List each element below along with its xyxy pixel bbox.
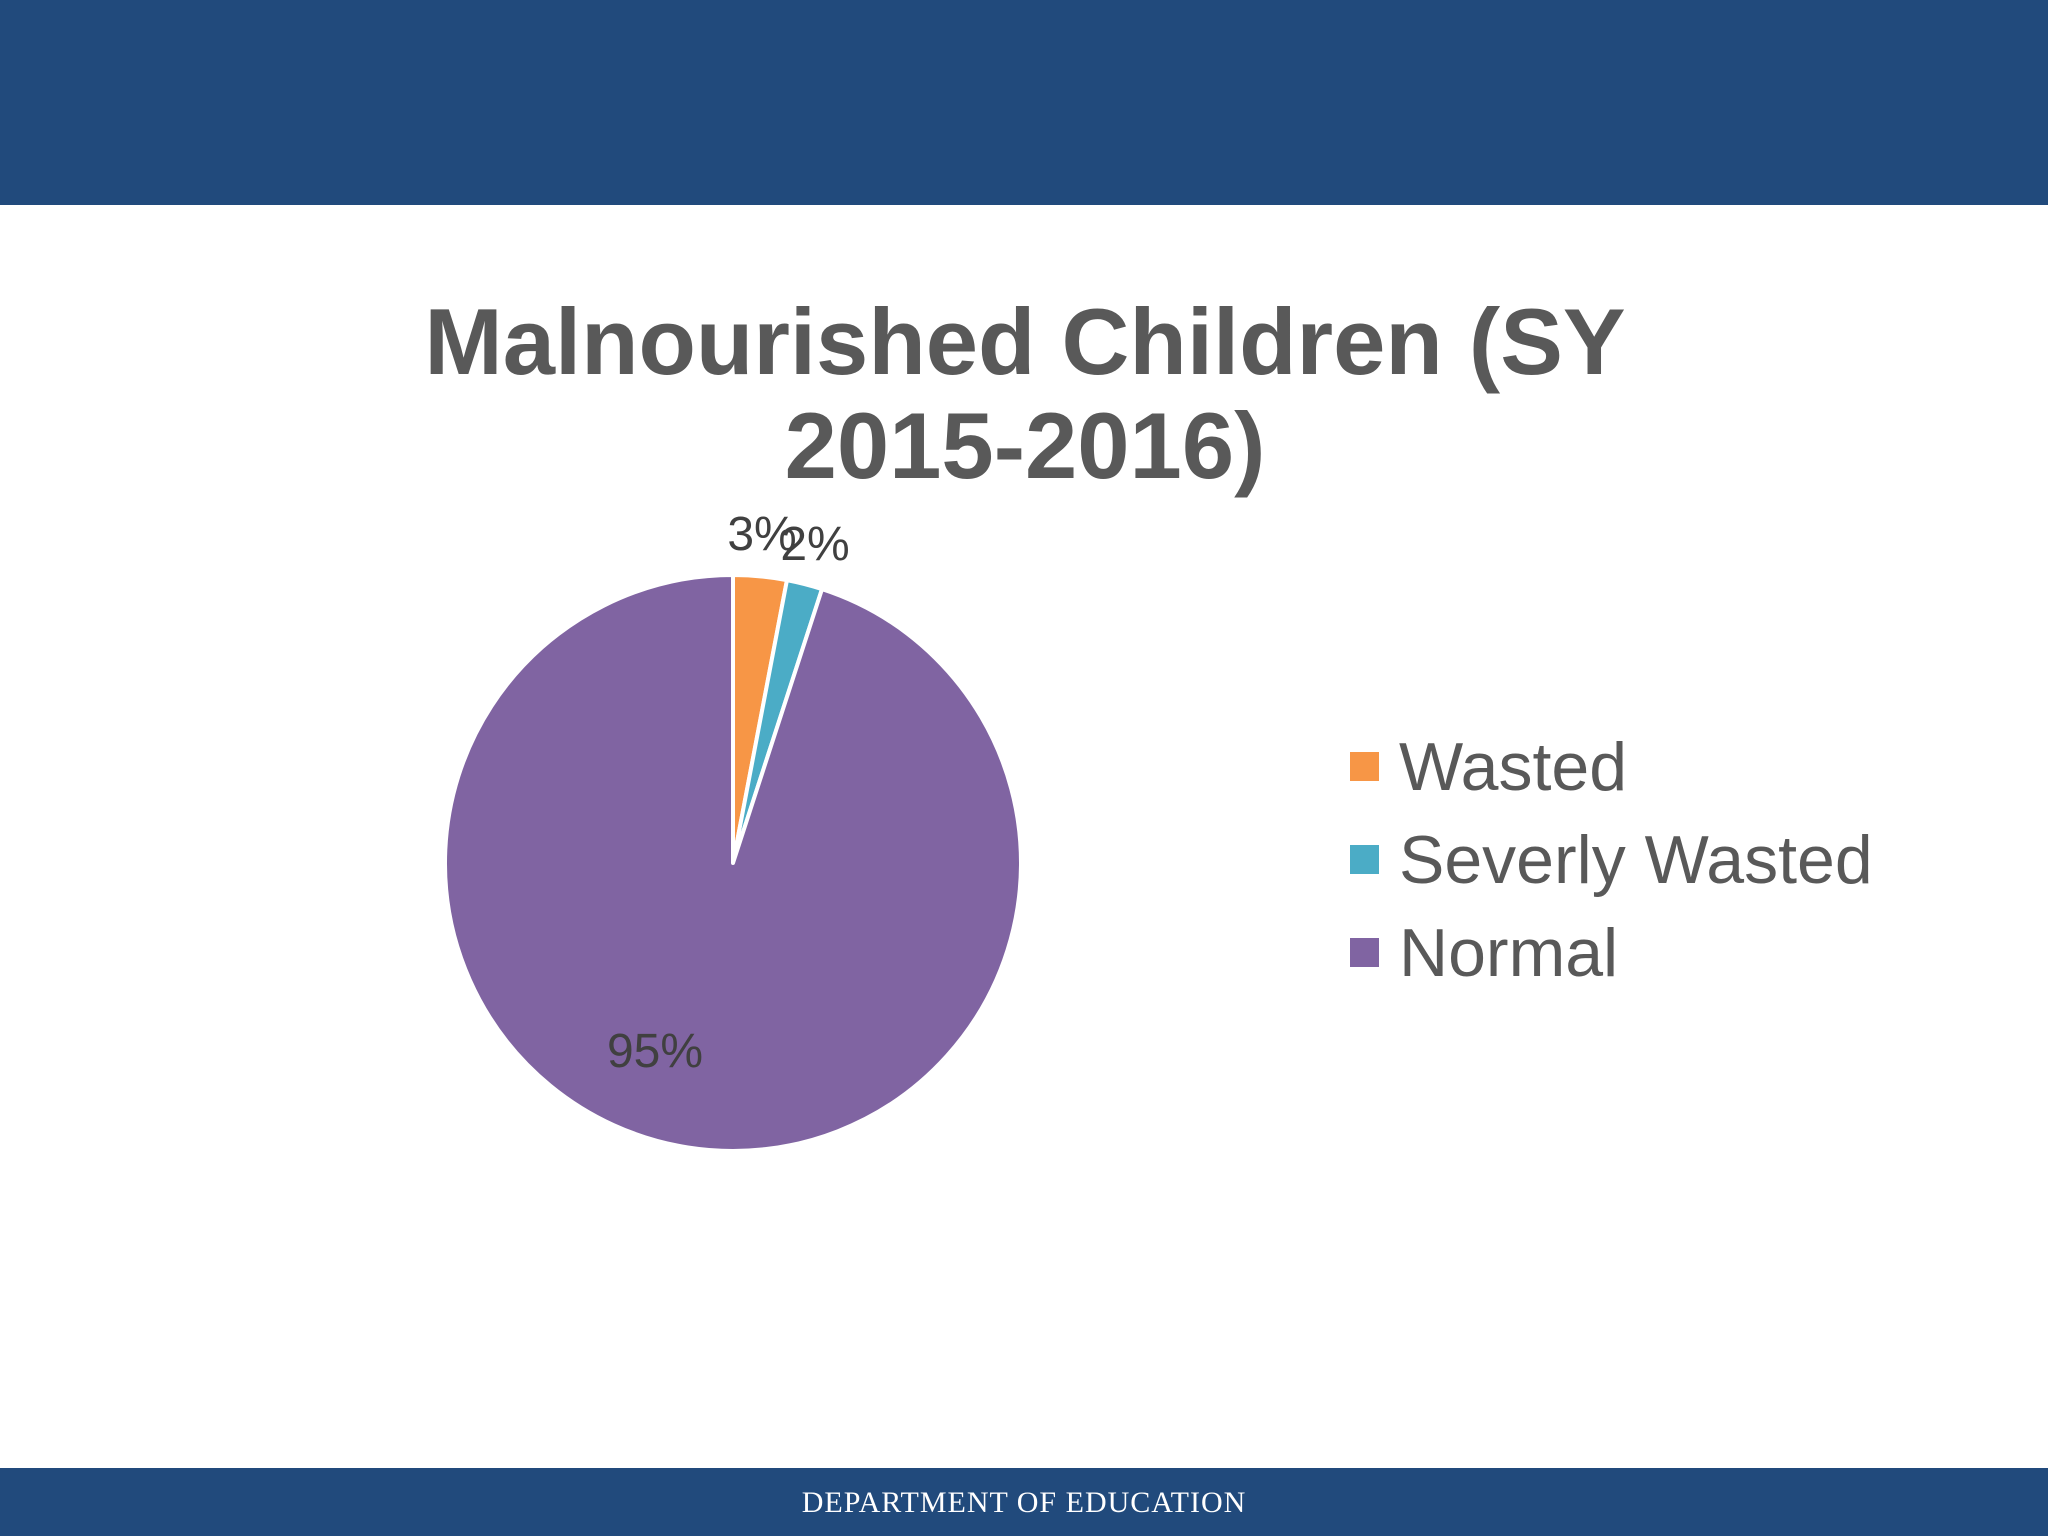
legend-item-severly-wasted: Severly Wasted bbox=[1350, 813, 1873, 906]
pie-slice-normal bbox=[443, 573, 1023, 1153]
footer-bar: DEPARTMENT OF EDUCATION bbox=[0, 1468, 2048, 1536]
chart-legend: Wasted Severly Wasted Normal bbox=[1350, 720, 1873, 999]
header-banner bbox=[0, 0, 2048, 205]
legend-label-normal: Normal bbox=[1399, 914, 1619, 991]
legend-swatch-severly-wasted bbox=[1350, 845, 1379, 874]
legend-item-normal: Normal bbox=[1350, 906, 1873, 999]
legend-swatch-wasted bbox=[1350, 752, 1379, 781]
legend-swatch-normal bbox=[1350, 938, 1379, 967]
legend-label-severly-wasted: Severly Wasted bbox=[1399, 821, 1873, 898]
data-label-normal: 95% bbox=[607, 1025, 703, 1078]
chart-title-line-2: 2015-2016) bbox=[784, 393, 1266, 498]
data-label-severly-wasted: 2% bbox=[780, 518, 849, 571]
chart-title: Malnourished Children (SY 2015-2016) bbox=[380, 290, 1670, 498]
footer-text: DEPARTMENT OF EDUCATION bbox=[801, 1486, 1247, 1519]
data-label-wasted: 3% bbox=[727, 508, 796, 561]
chart-title-line-1: Malnourished Children (SY bbox=[424, 289, 1626, 394]
legend-label-wasted: Wasted bbox=[1399, 728, 1628, 805]
legend-item-wasted: Wasted bbox=[1350, 720, 1873, 813]
